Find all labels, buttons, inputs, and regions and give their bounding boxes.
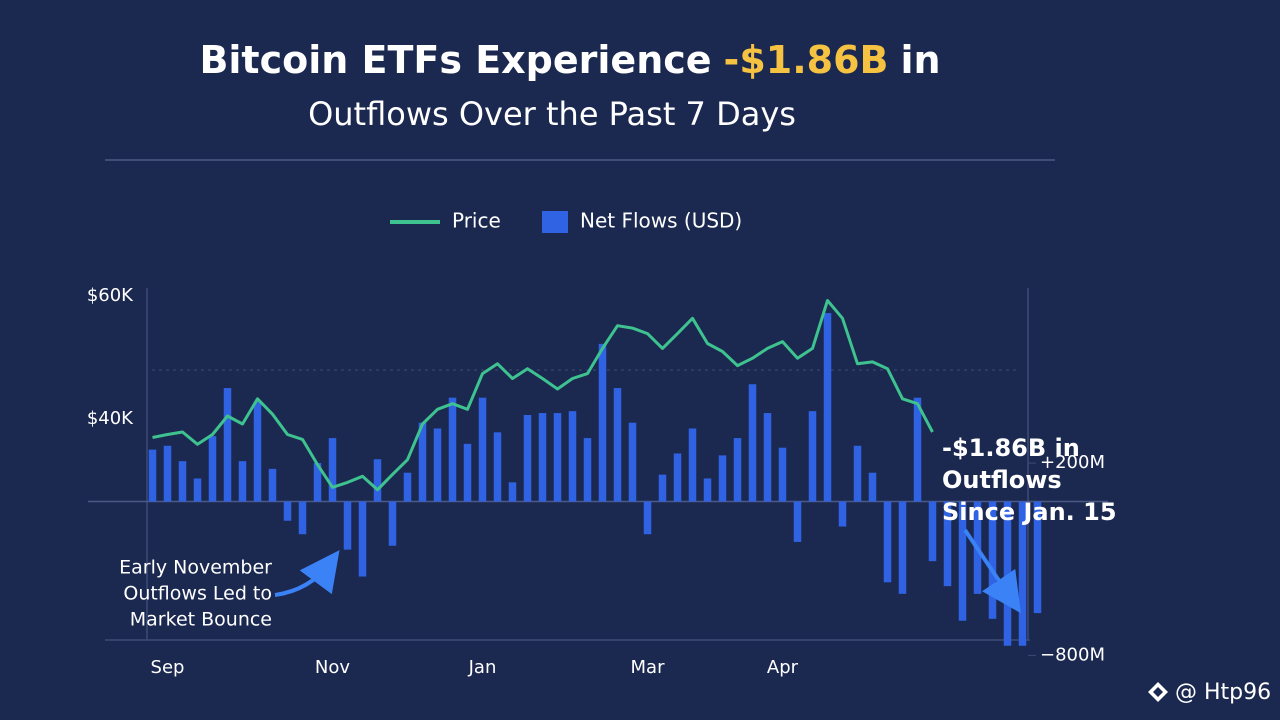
bar <box>1033 501 1042 614</box>
watermark: @ Htp96 <box>1148 680 1271 705</box>
title-highlight: -$1.86B <box>724 38 889 82</box>
bar <box>448 397 457 502</box>
title-part: in <box>900 38 940 82</box>
annotation-text: Since Jan. 15 <box>942 498 1117 526</box>
bar <box>943 501 952 587</box>
x-tick-label: Jan <box>468 657 497 678</box>
bar <box>253 401 262 502</box>
bar <box>718 455 727 502</box>
x-tick-label: Sep <box>151 657 185 678</box>
bar <box>598 343 607 502</box>
bar <box>643 501 652 535</box>
bar <box>238 461 247 502</box>
title-part: Bitcoin ETFs Experience <box>199 38 711 82</box>
legend: Price Net Flows (USD) <box>390 209 742 233</box>
x-tick-label: Apr <box>767 657 799 678</box>
bar <box>883 501 892 583</box>
watermark-icon <box>1148 682 1168 702</box>
bar <box>178 461 187 502</box>
bar <box>478 397 487 502</box>
bar <box>838 501 847 527</box>
legend-label: Net Flows (USD) <box>580 209 742 233</box>
bar <box>538 413 547 502</box>
bar <box>658 474 667 502</box>
bar <box>1018 501 1027 646</box>
chart-subtitle: Outflows Over the Past 7 Days <box>308 95 796 133</box>
bar <box>958 501 967 621</box>
bar <box>148 449 157 502</box>
annotation-text: Outflows Led to <box>123 583 272 605</box>
annotation-text: Market Bounce <box>130 609 272 631</box>
bar <box>913 397 922 502</box>
bar <box>343 501 352 550</box>
bar <box>493 432 502 502</box>
bar <box>763 413 772 502</box>
price-line <box>152 299 934 492</box>
bar <box>553 413 562 502</box>
bar <box>163 445 172 502</box>
y2-tick-label: −800M <box>1040 644 1105 665</box>
bar <box>268 468 277 502</box>
bar <box>418 422 427 502</box>
bar <box>868 472 877 502</box>
legend-label: Price <box>452 209 501 233</box>
bar <box>358 501 367 577</box>
bar <box>193 478 202 502</box>
bar <box>688 428 697 502</box>
chart-title: Bitcoin ETFs Experience -$1.86B in <box>199 38 940 82</box>
bar <box>403 472 412 502</box>
bar <box>823 313 832 502</box>
bar <box>508 482 517 502</box>
bar <box>328 438 337 502</box>
bar <box>223 388 232 502</box>
bar <box>583 438 592 502</box>
y-tick-label: $40K <box>87 408 134 429</box>
bar <box>208 436 217 502</box>
bar <box>613 388 622 502</box>
annotation-arrow <box>274 550 340 597</box>
bar <box>703 478 712 502</box>
bar <box>463 443 472 502</box>
plot: $40K $60K +200M −800M Sep Nov Jan Mar Apr <box>87 285 1108 678</box>
bar <box>283 501 292 521</box>
bar <box>433 428 442 502</box>
bar <box>733 438 742 502</box>
bar <box>673 453 682 502</box>
y-tick-label: $60K <box>87 285 134 306</box>
bar <box>748 384 757 502</box>
annotation-text: -$1.86B in <box>942 434 1080 462</box>
bar <box>373 459 382 502</box>
bar <box>988 501 997 619</box>
bar <box>853 445 862 502</box>
bar <box>793 501 802 542</box>
annotation-text: Outflows <box>942 466 1062 494</box>
bar <box>778 447 787 502</box>
x-tick-label: Nov <box>315 657 350 678</box>
y2-tick-label: +200M <box>1040 452 1105 473</box>
x-tick-label: Mar <box>631 657 666 678</box>
bar <box>388 501 397 546</box>
bar <box>808 411 817 502</box>
bar <box>313 463 322 502</box>
bar <box>298 501 307 535</box>
bar <box>928 501 937 562</box>
bar <box>628 422 637 502</box>
bar <box>568 411 577 502</box>
watermark-text: @ Htp96 <box>1175 680 1271 705</box>
bar <box>523 415 532 502</box>
annotation-text: Early November <box>119 557 272 579</box>
annotation-arrow <box>963 528 1021 614</box>
bar <box>898 501 907 594</box>
legend-swatch <box>542 211 568 233</box>
